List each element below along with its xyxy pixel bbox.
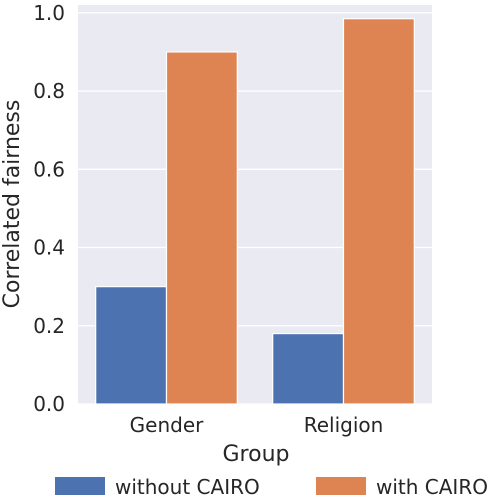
y-tick-label: 0.4 bbox=[33, 236, 65, 260]
x-tick-label: Religion bbox=[304, 413, 384, 437]
x-axis-label: Group bbox=[223, 442, 290, 467]
bars bbox=[95, 18, 415, 405]
y-tick-label: 0.0 bbox=[33, 392, 65, 416]
bar-without-cairo-gender bbox=[95, 286, 168, 405]
bar-with-cairo-religion bbox=[342, 18, 415, 405]
y-tick-label: 1.0 bbox=[33, 1, 65, 25]
y-tick-label: 0.2 bbox=[33, 314, 65, 338]
y-axis-label: Correlated fairness bbox=[0, 100, 25, 309]
x-tick-labels: Gender Religion bbox=[130, 413, 384, 437]
x-tick-label: Gender bbox=[130, 413, 204, 437]
y-tick-label: 0.6 bbox=[33, 157, 65, 181]
y-tick-labels: 0.0 0.2 0.4 0.6 0.8 1.0 bbox=[33, 1, 65, 416]
bar-without-cairo-religion bbox=[272, 332, 345, 405]
legend-swatch bbox=[55, 477, 105, 495]
legend: without CAIRO with CAIRO bbox=[55, 475, 488, 498]
bar-with-cairo-gender bbox=[165, 51, 238, 405]
legend-label: with CAIRO bbox=[376, 475, 488, 498]
y-tick-label: 0.8 bbox=[33, 79, 65, 103]
legend-swatch bbox=[316, 477, 366, 495]
legend-label: without CAIRO bbox=[115, 475, 260, 498]
